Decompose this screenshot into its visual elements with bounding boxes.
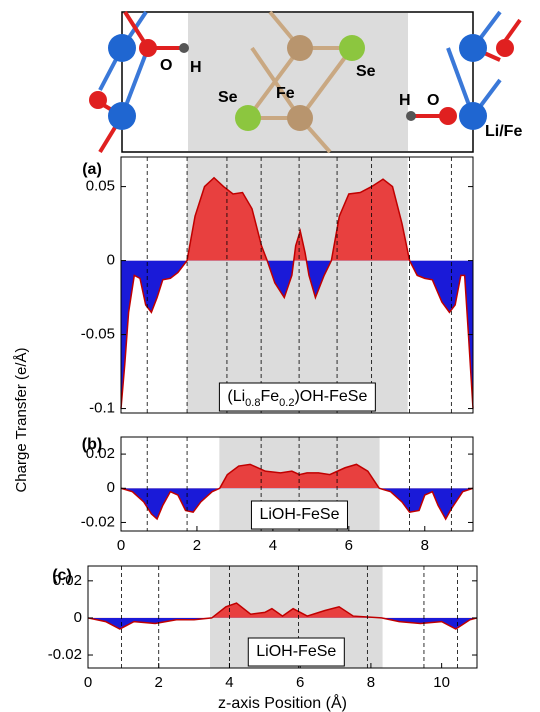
atom-label: H <box>399 92 411 109</box>
x-tick-label: 4 <box>225 674 233 691</box>
atom-label: Se <box>218 89 238 106</box>
y-tick-label: 0.02 <box>86 445 115 462</box>
atom <box>496 39 514 57</box>
x-tick-label: 0 <box>84 674 92 691</box>
atom <box>339 35 365 61</box>
atom-label: Li/Fe <box>485 123 522 140</box>
y-tick-label: 0 <box>74 609 82 626</box>
atom <box>439 107 457 125</box>
atom-label: H <box>190 59 202 76</box>
y-tick-label: 0.02 <box>53 572 82 589</box>
atom <box>235 105 261 131</box>
x-tick-label: 6 <box>345 537 353 554</box>
positive-area <box>187 177 410 261</box>
x-tick-label: 8 <box>367 674 375 691</box>
annotation-box <box>218 382 376 412</box>
axes-frame <box>120 436 474 532</box>
x-tick-label: 2 <box>193 537 201 554</box>
atom-label: Se <box>356 63 376 80</box>
x-tick-label: 6 <box>296 674 304 691</box>
atom <box>287 35 313 61</box>
annotation: LiOH-FeSe <box>256 643 336 660</box>
axes-frame <box>87 565 478 669</box>
atom-label: Fe <box>276 85 295 102</box>
structure: O H Se Fe Se H O Li/Fe <box>89 10 522 154</box>
axes-frame <box>120 156 474 414</box>
x-axis-label: z-axis Position (Å) <box>218 693 347 712</box>
atom-label: O <box>160 57 172 74</box>
y-tick-label: -0.05 <box>81 326 115 343</box>
panel-label: (b) <box>82 436 102 453</box>
atom <box>89 91 107 109</box>
atom <box>139 39 157 57</box>
y-tick-label: -0.02 <box>81 513 115 530</box>
annotation: LiOH-FeSe <box>259 506 339 523</box>
atom <box>459 102 487 130</box>
curve <box>120 463 474 521</box>
annotation-box <box>250 500 348 530</box>
atom <box>108 102 136 130</box>
positive-area <box>219 464 380 489</box>
x-tick-label: 4 <box>269 537 277 554</box>
y-tick-label: 0 <box>107 479 115 496</box>
atom <box>179 43 189 53</box>
panel-label: (a) <box>82 161 102 178</box>
annotation: (Li0.8Fe0.2)OH-FeSe <box>227 388 367 409</box>
y-tick-label: 0 <box>107 252 115 269</box>
y-tick-label: -0.1 <box>89 400 115 417</box>
atom <box>406 111 416 121</box>
y-axis-label: Charge Transfer (e/Å) <box>13 347 30 492</box>
x-tick-label: 10 <box>433 674 450 691</box>
atom <box>287 105 313 131</box>
atom <box>108 34 136 62</box>
negative-area <box>121 260 473 409</box>
negative-area <box>121 488 473 520</box>
panel-label: (c) <box>52 567 72 584</box>
atom <box>459 34 487 62</box>
negative-area <box>88 617 477 630</box>
y-tick-label: 0.05 <box>86 178 115 195</box>
x-tick-label: 2 <box>155 674 163 691</box>
annotation-box <box>247 637 345 667</box>
curve <box>120 176 474 409</box>
panel: -0.1 -0.05 0 0.05(a) (Li0.8Fe0.2)OH-FeSe <box>81 156 474 417</box>
y-tick-label: -0.02 <box>48 646 82 663</box>
x-tick-label: 8 <box>421 537 429 554</box>
x-tick-label: 0 <box>117 537 125 554</box>
atom-label: O <box>427 92 439 109</box>
